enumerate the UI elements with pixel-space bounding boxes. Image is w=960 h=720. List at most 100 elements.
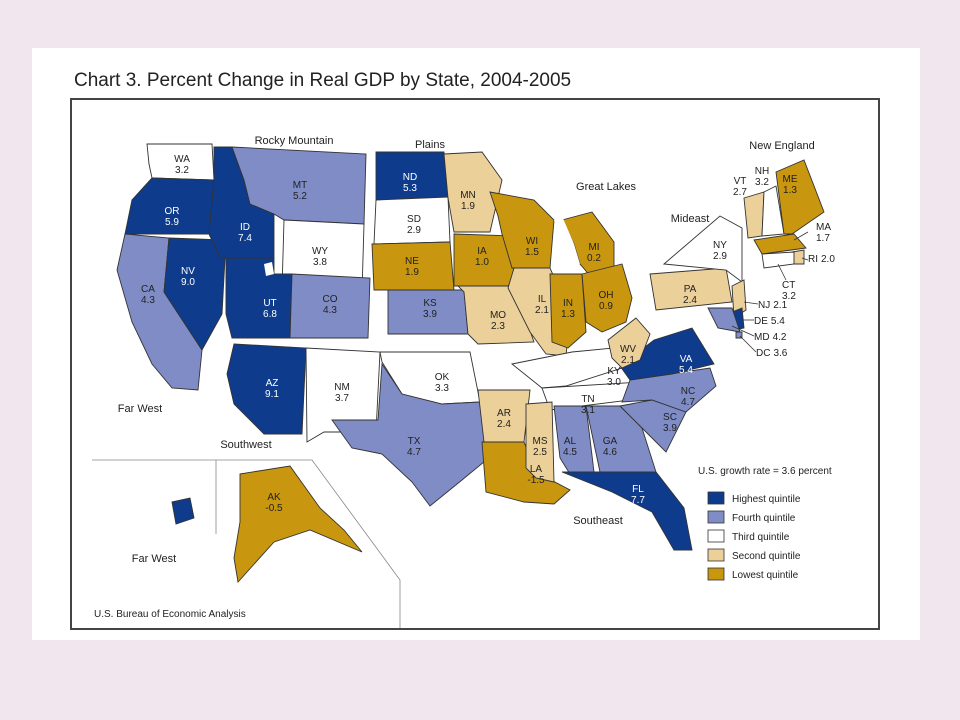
alaska-inset-border xyxy=(216,459,401,628)
state-co xyxy=(289,273,371,339)
state-ga xyxy=(585,405,657,473)
state-label-nh: NH xyxy=(755,166,769,177)
state-label-ut: UT xyxy=(263,298,276,309)
state-value-nd: 5.3 xyxy=(403,183,417,194)
state-value-de: 5.4 xyxy=(771,316,785,327)
state-label-ga: GA xyxy=(603,436,618,447)
state-label-ne: NE xyxy=(405,256,419,267)
state-value-mo: 2.3 xyxy=(491,321,505,332)
growth-rate-note: U.S. growth rate = 3.6 percent xyxy=(698,466,832,477)
state-value-il: 2.1 xyxy=(535,305,549,316)
state-label-ak: AK xyxy=(267,492,281,503)
state-value-ca: 4.3 xyxy=(141,295,155,306)
hawaii-inset-border xyxy=(92,459,217,534)
legend-label-third: Third quintile xyxy=(732,532,790,543)
state-label-nv: NV xyxy=(181,266,195,277)
state-ma xyxy=(753,233,807,255)
state-value-vt: 2.7 xyxy=(733,187,747,198)
state-label-ri: RI xyxy=(808,254,818,265)
state-label-dc: DC xyxy=(756,348,770,359)
state-nc xyxy=(621,367,717,413)
callout-line-ri xyxy=(801,257,809,261)
state-value-id: 7.4 xyxy=(238,233,252,244)
state-value-mn: 1.9 xyxy=(461,201,475,212)
state-label-de: DE xyxy=(754,316,768,327)
state-vt xyxy=(743,191,765,239)
state-value-wi: 1.5 xyxy=(525,247,539,258)
region-label-far-west: Far West xyxy=(132,553,176,565)
state-label-il: IL xyxy=(538,294,547,305)
state-value-dc: 3.6 xyxy=(773,348,787,359)
state-value-fl: 7.7 xyxy=(631,495,645,506)
state-label-ny: NY xyxy=(713,240,727,251)
legend-label-highest: Highest quintile xyxy=(732,494,801,505)
state-value-nc: 4.7 xyxy=(681,397,695,408)
callout-line-nj xyxy=(743,301,759,305)
source-note: U.S. Bureau of Economic Analysis xyxy=(94,609,246,620)
state-label-pa: PA xyxy=(684,284,697,295)
state-value-ri: 2.0 xyxy=(821,254,835,265)
state-label-in: IN xyxy=(563,298,573,309)
callout-line-dc xyxy=(739,335,757,353)
legend-label-second: Second quintile xyxy=(732,551,801,562)
us-map: WA3.2OR5.9CA4.3NV9.0ID7.4MT5.2WY3.8UT6.8… xyxy=(92,135,835,628)
state-label-wi: WI xyxy=(526,236,538,247)
state-or xyxy=(124,177,215,235)
state-label-az: AZ xyxy=(266,378,279,389)
state-value-ut: 6.8 xyxy=(263,309,277,320)
state-label-nj: NJ xyxy=(758,300,770,311)
state-ms xyxy=(525,401,555,483)
region-label-plains: Plains xyxy=(415,139,445,151)
state-value-in: 1.3 xyxy=(561,309,575,320)
lake-michigan xyxy=(554,216,580,268)
state-value-ma: 1.7 xyxy=(816,233,830,244)
state-label-vt: VT xyxy=(734,176,747,187)
state-label-ca: CA xyxy=(141,284,155,295)
state-in xyxy=(549,273,587,349)
region-label-southeast: Southeast xyxy=(573,515,623,527)
state-label-ky: KY xyxy=(607,366,621,377)
state-value-hi: 5.3 xyxy=(155,493,169,504)
callout-nj: NJ 2.1 xyxy=(758,300,788,311)
state-label-ia: IA xyxy=(477,246,487,257)
state-value-pa: 2.4 xyxy=(683,295,697,306)
state-oh xyxy=(581,263,633,333)
state-label-la: LA xyxy=(530,464,543,475)
state-value-co: 4.3 xyxy=(323,305,337,316)
state-value-ne: 1.9 xyxy=(405,267,419,278)
callout-ri: RI 2.0 xyxy=(808,254,835,265)
map-frame: WA 3.2 OR 5.9 CA 4.3 NV 9.0 ID 7.4 MT 5.2 WY 3.8 UT 6.8… xyxy=(70,98,880,630)
region-label-southwest: Southwest xyxy=(220,439,271,451)
state-fl xyxy=(561,471,693,551)
state-label-sc: SC xyxy=(663,412,677,423)
state-ny xyxy=(662,215,743,283)
legend-swatch-third xyxy=(707,529,725,543)
state-value-mi: 0.2 xyxy=(587,253,601,264)
state-label-oh: OH xyxy=(599,290,614,301)
state-value-nm: 3.7 xyxy=(335,393,349,404)
state-value-ak: -0.5 xyxy=(265,503,283,514)
callout-line-ct xyxy=(777,263,787,281)
state-value-nj: 2.1 xyxy=(773,300,787,311)
chart-title: Chart 3. Percent Change in Real GDP by S… xyxy=(74,70,572,91)
state-label-nm: NM xyxy=(334,382,350,393)
state-label-md: MD xyxy=(754,332,770,343)
region-label-great-lakes: Great Lakes xyxy=(576,181,636,193)
state-label-wy: WY xyxy=(312,246,328,257)
state-label-nc: NC xyxy=(681,386,695,397)
state-label-or: OR xyxy=(165,206,180,217)
legend-swatch-fourth xyxy=(707,510,725,524)
state-value-oh: 0.9 xyxy=(599,301,613,312)
state-value-ks: 3.9 xyxy=(423,309,437,320)
state-label-mo: MO xyxy=(490,310,506,321)
state-label-tn: TN xyxy=(581,394,594,405)
state-me xyxy=(775,159,825,235)
legend-swatch-lowest xyxy=(707,567,725,581)
state-value-la: -1.5 xyxy=(527,475,545,486)
region-label-rocky-mountain: Rocky Mountain xyxy=(255,135,334,147)
state-value-sd: 2.9 xyxy=(407,225,421,236)
state-label-ar: AR xyxy=(497,408,511,419)
state-value-nh: 3.2 xyxy=(755,177,769,188)
state-label-va: VA xyxy=(680,354,693,365)
callout-line-md xyxy=(731,325,755,337)
